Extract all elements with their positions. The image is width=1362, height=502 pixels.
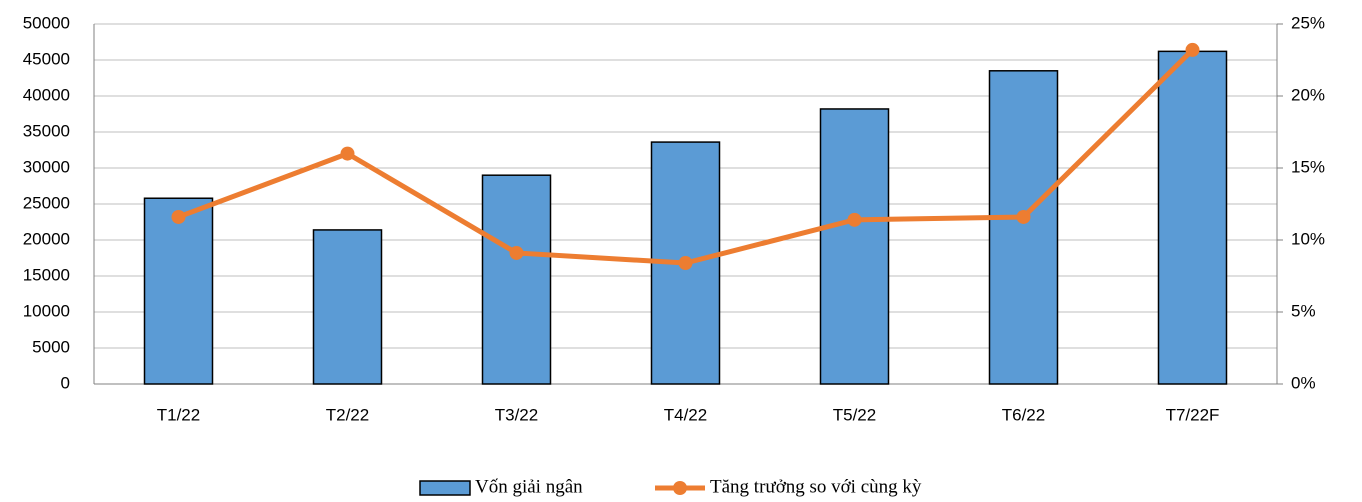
y2-tick-label: 5% <box>1291 301 1316 320</box>
point <box>1016 209 1031 224</box>
y2-tick-label: 20% <box>1291 85 1325 104</box>
y-tick-label: 30000 <box>23 157 70 176</box>
x-tick-label: T7/22F <box>1166 405 1220 424</box>
y-tick-label: 5000 <box>32 337 70 356</box>
bar <box>481 174 552 385</box>
x-tick-label: T1/22 <box>157 405 200 424</box>
point <box>171 209 186 224</box>
y2-tick-label: 0% <box>1291 373 1316 392</box>
legend-marker <box>673 481 687 495</box>
point <box>678 256 693 271</box>
y-tick-label: 10000 <box>23 301 70 320</box>
point <box>509 245 524 260</box>
y2-tick-label: 15% <box>1291 157 1325 176</box>
legend-label: Tăng trưởng so với cùng kỳ <box>710 476 922 497</box>
x-tick-label: T5/22 <box>833 405 876 424</box>
bar <box>143 197 214 385</box>
legend-label: Vốn giải ngân <box>475 476 583 497</box>
bar <box>1157 50 1228 385</box>
x-tick-label: T6/22 <box>1002 405 1045 424</box>
bar <box>312 229 383 385</box>
bar <box>988 70 1059 385</box>
point <box>340 146 355 161</box>
y-tick-label: 25000 <box>23 193 70 212</box>
y-tick-label: 45000 <box>23 49 70 68</box>
bar <box>819 108 890 385</box>
x-tick-label: T2/22 <box>326 405 369 424</box>
y-tick-label: 50000 <box>23 13 70 32</box>
y2-tick-label: 10% <box>1291 229 1325 248</box>
x-tick-label: T4/22 <box>664 405 707 424</box>
y2-tick-label: 25% <box>1291 13 1325 32</box>
x-tick-label: T3/22 <box>495 405 538 424</box>
y-tick-label: 40000 <box>23 85 70 104</box>
y-tick-label: 35000 <box>23 121 70 140</box>
point <box>1185 42 1200 57</box>
y-tick-label: 0 <box>61 373 70 392</box>
point <box>847 212 862 227</box>
y-tick-label: 20000 <box>23 229 70 248</box>
legend-swatch <box>419 480 471 496</box>
y-tick-label: 15000 <box>23 265 70 284</box>
